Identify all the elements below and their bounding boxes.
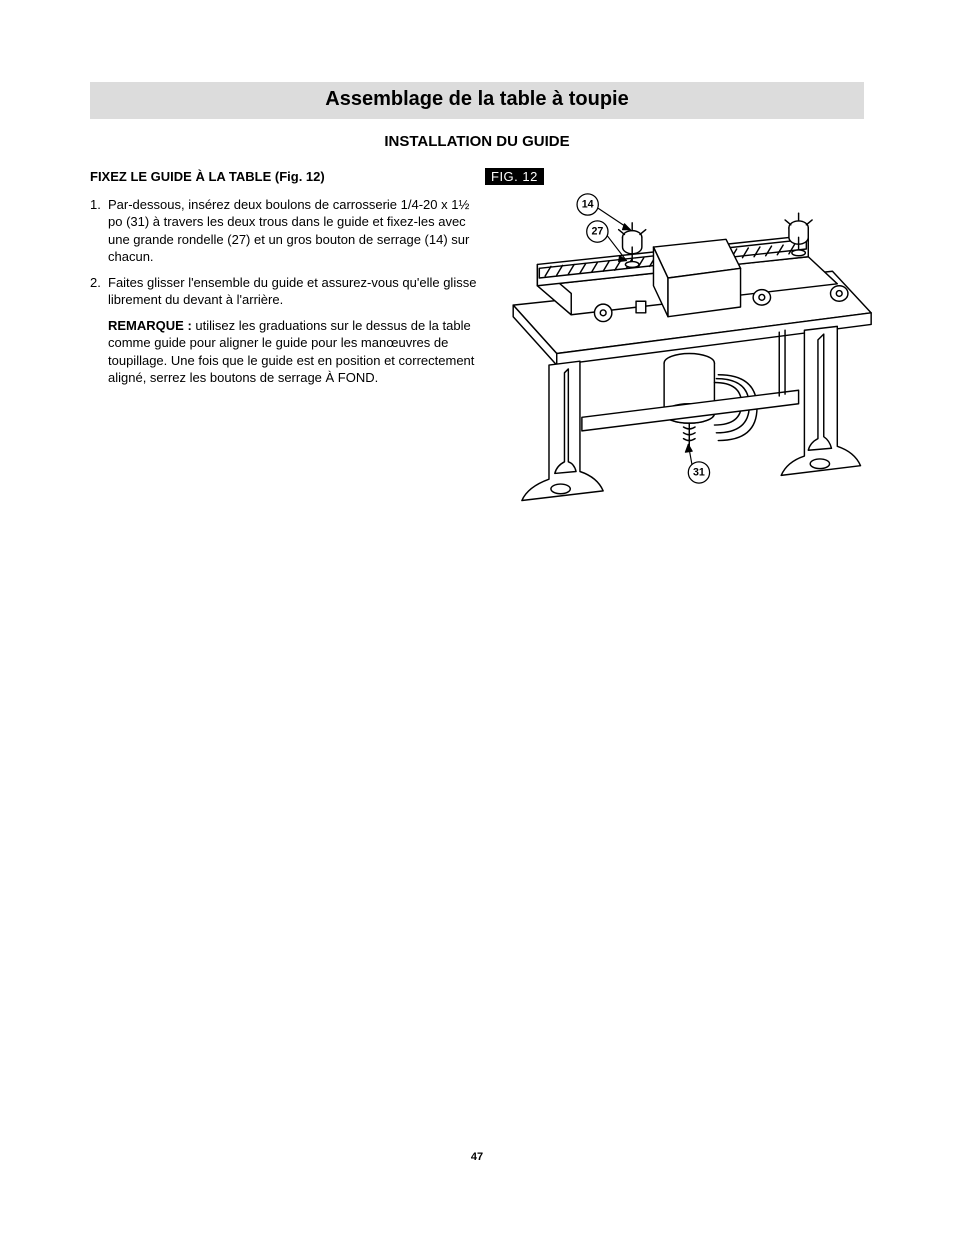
note-label: REMARQUE : [108,318,192,333]
callout-number: 14 [582,198,594,210]
right-column: FIG. 12 [489,168,876,523]
step-text: Faites glisser l'ensemble du guide et as… [108,275,476,308]
callout-number: 27 [591,226,603,238]
header-title: Assemblage de la table à toupie [90,88,864,111]
step-text: Par-dessous, insérez deux boulons de car… [108,197,469,265]
figure-label: FIG. 12 [485,168,544,185]
note-block: REMARQUE : utilisez les graduations sur … [90,317,477,387]
step-item: 1. Par-dessous, insérez deux boulons de … [90,196,477,266]
step-number: 1. [90,196,101,214]
router-table-diagram: 14 27 31 [489,189,876,518]
content-row: FIXEZ LE GUIDE À LA TABLE (Fig. 12) 1. P… [90,168,864,523]
figure: 14 27 31 [489,189,876,523]
step-number: 2. [90,274,101,292]
page-number: 47 [0,1151,954,1163]
callout-number: 31 [693,466,705,478]
header-bar: Assemblage de la table à toupie [90,82,864,119]
left-column: FIXEZ LE GUIDE À LA TABLE (Fig. 12) 1. P… [90,168,477,523]
subtitle: INSTALLATION DU GUIDE [90,133,864,150]
steps-list: 1. Par-dessous, insérez deux boulons de … [90,196,477,309]
step-item: 2. Faites glisser l'ensemble du guide et… [90,274,477,309]
section-title: FIXEZ LE GUIDE À LA TABLE (Fig. 12) [90,168,477,186]
